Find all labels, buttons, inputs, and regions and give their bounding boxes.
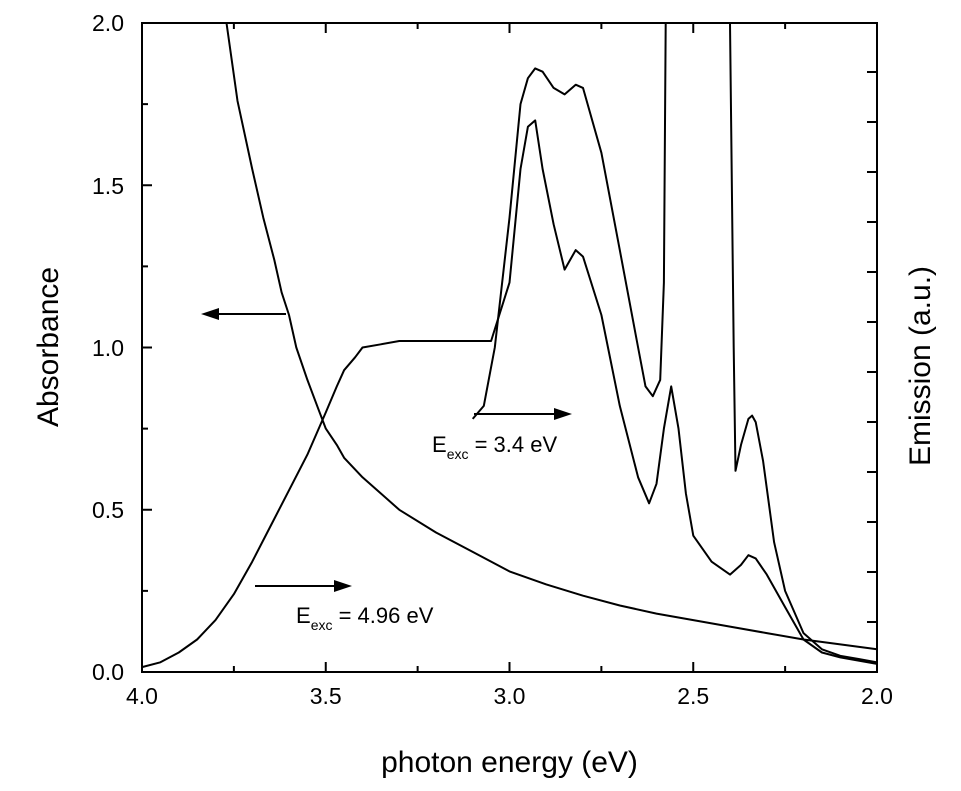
y-axis-title: Absorbance bbox=[32, 267, 65, 427]
curves bbox=[141, 22, 878, 669]
annotation-value: = 4.96 eV bbox=[332, 603, 433, 628]
plot-frame bbox=[141, 22, 878, 673]
annotation-main: E bbox=[296, 603, 311, 628]
y-tick-label: 0.5 bbox=[92, 497, 124, 523]
x-axis-title: photon energy (eV) bbox=[381, 746, 638, 779]
absorbance-curve bbox=[225, 22, 878, 651]
emission-curve-2 bbox=[471, 22, 878, 664]
arrow-left-head bbox=[201, 308, 219, 320]
x-tick-label: 3.0 bbox=[494, 683, 526, 709]
y-tick-label: 2.0 bbox=[92, 10, 124, 36]
annotation-main: E bbox=[432, 432, 447, 457]
emission-curve-1 bbox=[141, 119, 878, 669]
annotation-exc-3-4: Eexc = 3.4 eV bbox=[432, 432, 557, 462]
arrow-right-head bbox=[334, 580, 352, 592]
x-tick-label: 4.0 bbox=[126, 683, 158, 709]
annotation-subscript: exc bbox=[311, 617, 333, 633]
annotation-subscript: exc bbox=[447, 446, 469, 462]
x-tick-label: 3.5 bbox=[310, 683, 342, 709]
y-tick-label: 0.0 bbox=[92, 659, 124, 685]
arrow-right-head bbox=[554, 408, 572, 420]
y-tick-label: 1.0 bbox=[92, 335, 124, 361]
annotation-exc-4-96: Eexc = 4.96 eV bbox=[296, 603, 434, 633]
arrow-to-emission-3-4 bbox=[474, 408, 572, 420]
y2-axis-title: Emission (a.u.) bbox=[904, 266, 937, 466]
arrow-to-absorbance bbox=[201, 308, 286, 320]
annotation-value: = 3.4 eV bbox=[468, 432, 557, 457]
arrow-to-emission-4-96 bbox=[255, 580, 352, 592]
x-tick-label: 2.5 bbox=[677, 683, 709, 709]
x-tick-label: 2.0 bbox=[861, 683, 893, 709]
y-tick-label: 1.5 bbox=[92, 173, 124, 199]
